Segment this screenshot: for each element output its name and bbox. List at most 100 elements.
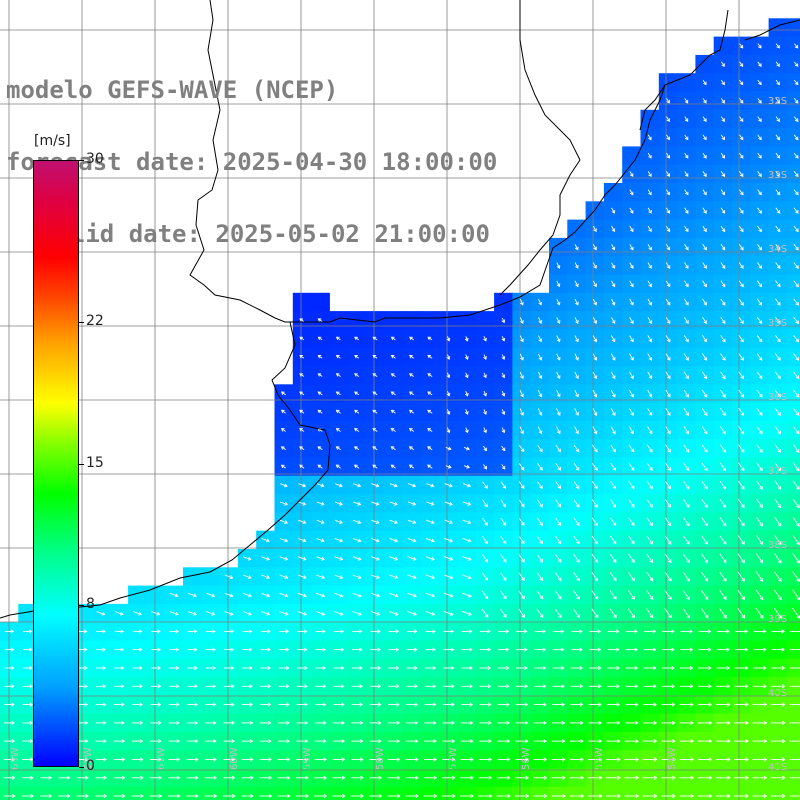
wind-arrow	[242, 611, 252, 616]
wind-arrow	[739, 116, 744, 122]
wind-cell	[786, 164, 800, 184]
wind-arrow	[662, 647, 675, 652]
wind-arrow	[96, 665, 107, 670]
wind-arrow	[316, 483, 325, 488]
wind-arrow	[22, 775, 34, 780]
wind-arrow	[317, 318, 323, 322]
wind-arrow	[647, 262, 652, 269]
wind-arrow	[611, 298, 616, 306]
wind-arrow	[610, 371, 616, 380]
wind-arrow	[720, 335, 726, 343]
wind-arrow	[76, 775, 89, 780]
colorbar-tick-mark	[79, 605, 84, 607]
wind-arrow	[775, 262, 781, 269]
wind-arrow	[702, 262, 707, 269]
wind-arrow	[408, 428, 415, 432]
wind-arrow	[683, 353, 689, 361]
wind-arrow	[789, 759, 800, 760]
wind-arrow	[389, 501, 398, 506]
wind-arrow	[665, 335, 671, 343]
wind-arrow	[186, 794, 199, 799]
wind-arrow	[683, 462, 690, 472]
wind-arrow	[426, 519, 435, 525]
wind-arrow	[720, 371, 726, 380]
wind-arrow	[169, 647, 180, 652]
wind-arrow	[335, 464, 341, 469]
wind-arrow	[371, 501, 380, 506]
wind-arrow	[223, 702, 235, 707]
wind-arrow	[297, 556, 307, 561]
wind-cell	[292, 786, 312, 800]
wind-arrow	[702, 134, 707, 141]
wind-arrow	[335, 409, 341, 414]
wind-arrow	[536, 535, 543, 545]
wind-arrow	[132, 647, 143, 652]
wind-arrow	[700, 608, 709, 619]
wind-arrow	[770, 684, 786, 689]
wind-arrow	[774, 389, 781, 398]
wind-arrow	[665, 371, 671, 380]
wind-arrow	[242, 665, 253, 670]
wind-arrow	[464, 372, 469, 379]
wind-arrow	[684, 244, 689, 251]
wind-arrow	[514, 794, 530, 799]
wind-arrow	[647, 189, 652, 196]
wind-arrow	[501, 445, 506, 452]
wind-arrow	[697, 702, 713, 707]
wind-arrow	[716, 647, 730, 652]
wind-arrow	[500, 590, 507, 600]
wind-arrow	[280, 391, 286, 396]
wind-cell	[768, 786, 788, 800]
wind-arrow	[592, 426, 598, 435]
wind-arrow	[315, 684, 327, 689]
wind-arrow	[774, 444, 781, 453]
wind-arrow	[646, 608, 654, 619]
wind-arrow	[389, 537, 399, 543]
wind-arrow	[317, 446, 323, 451]
lon-label: 63W	[10, 747, 21, 770]
wind-arrow	[628, 571, 635, 582]
wind-arrow	[501, 372, 506, 379]
wind-arrow	[334, 483, 343, 488]
wind-arrow	[278, 720, 290, 725]
wind-arrow	[588, 739, 603, 744]
wind-arrow	[629, 171, 634, 178]
wind-cell	[91, 786, 111, 800]
wind-arrow	[738, 462, 745, 472]
wind-arrow	[481, 608, 489, 618]
wind-arrow	[556, 317, 561, 324]
wind-arrow	[280, 464, 287, 469]
wind-arrow	[643, 629, 657, 634]
lon-label: 57W	[448, 747, 459, 770]
wind-arrow	[169, 684, 180, 689]
wind-arrow	[133, 611, 142, 616]
wind-arrow	[624, 794, 640, 799]
wind-arrow	[755, 571, 764, 582]
wind-arrow	[333, 702, 345, 707]
wind-arrow	[444, 537, 454, 543]
wind-arrow	[223, 739, 236, 744]
wind-arrow	[683, 499, 690, 508]
wind-arrow	[664, 571, 672, 582]
wind-arrow	[792, 516, 800, 527]
wind-arrow	[537, 444, 543, 453]
wind-arrow	[756, 480, 763, 490]
wind-arrow	[738, 407, 745, 416]
wind-arrow	[317, 373, 323, 377]
wind-arrow	[334, 574, 344, 580]
wind-arrow	[333, 629, 345, 634]
wind-arrow	[150, 757, 162, 762]
wind-arrow	[446, 409, 451, 415]
wind-arrow	[299, 428, 305, 432]
wind-arrow	[646, 499, 653, 508]
wind-arrow	[774, 571, 782, 582]
wind-arrow	[684, 225, 689, 233]
wind-arrow	[483, 445, 487, 452]
wind-arrow	[407, 574, 417, 580]
wind-arrow	[789, 667, 800, 669]
wind-arrow	[734, 739, 749, 744]
wind-arrow	[629, 408, 634, 416]
wind-arrow	[702, 189, 707, 196]
wind-arrow	[352, 538, 362, 543]
